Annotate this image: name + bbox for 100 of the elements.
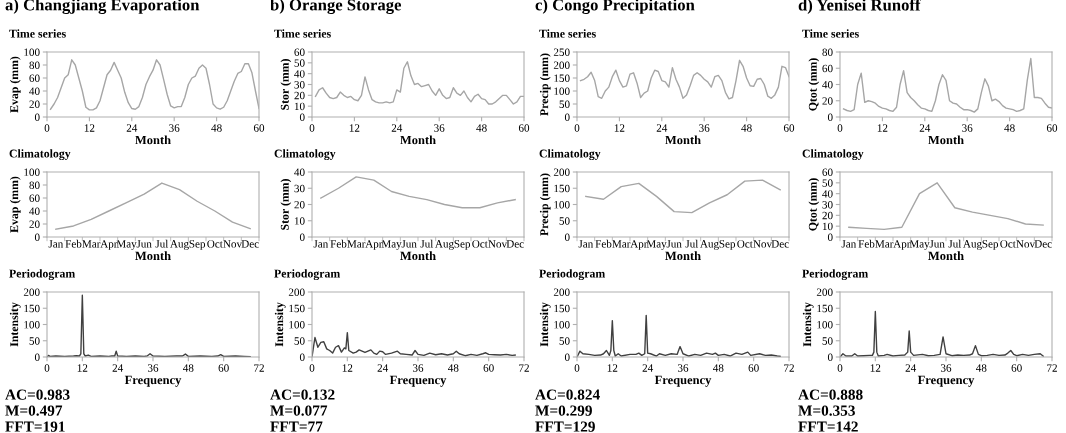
text: AC=0.888 bbox=[798, 389, 863, 400]
x-tick-label: Oct bbox=[472, 240, 488, 248]
y-axis-title: Evap (mm) bbox=[9, 176, 21, 233]
y-tick-label: 0 bbox=[34, 113, 40, 121]
y-tick-label: 60 bbox=[294, 48, 305, 56]
y-tick-label: 60 bbox=[822, 168, 833, 176]
x-tick-label: 60 bbox=[748, 364, 759, 372]
y-tick-label: 150 bbox=[24, 304, 40, 313]
y-tick-label: 20 bbox=[29, 220, 40, 228]
x-axis-title: Frequency bbox=[124, 375, 182, 387]
x-tick-label: Mar bbox=[612, 240, 631, 248]
x-tick-label: Jan bbox=[841, 240, 857, 248]
y-tick-label: 50 bbox=[559, 100, 570, 108]
x-tick-label: 12 bbox=[877, 124, 888, 132]
x-axis-title: Month bbox=[135, 135, 171, 145]
y-tick-label: 200 bbox=[553, 61, 570, 69]
y-tick-label: 100 bbox=[554, 320, 570, 329]
x-tick-label: Sep bbox=[454, 240, 471, 250]
x-axis-title: Month bbox=[665, 135, 701, 145]
y-tick-label: 150 bbox=[554, 304, 570, 313]
y-tick-label: 50 bbox=[559, 217, 570, 225]
y-axis-title: Stor (mm) bbox=[280, 59, 292, 110]
y-axis-title: Intensity bbox=[274, 302, 286, 347]
y-tick-label: 40 bbox=[29, 87, 40, 95]
y-tick-label: 50 bbox=[822, 337, 833, 345]
text: FFT=191 bbox=[5, 421, 65, 432]
x-tick-label: 60 bbox=[1011, 364, 1022, 372]
x-tick-label: Dec bbox=[771, 240, 789, 248]
x-tick-label: 36 bbox=[169, 124, 180, 132]
x-tick-label: Oct bbox=[1000, 240, 1016, 248]
x-tick-label: Aug bbox=[963, 240, 982, 250]
y-axis-title: Evap (mm) bbox=[9, 56, 21, 113]
x-tick-label: Jul bbox=[948, 239, 962, 248]
y-tick-label: 0 bbox=[34, 233, 40, 241]
line-series bbox=[840, 310, 1044, 357]
x-tick-label: May bbox=[909, 240, 930, 250]
y-tick-label: 250 bbox=[553, 48, 570, 56]
text: AC=0.983 bbox=[5, 389, 70, 400]
line-series bbox=[585, 179, 781, 214]
x-tick-label: 60 bbox=[518, 124, 530, 132]
x-tick-label: Feb bbox=[65, 239, 82, 248]
chart-subtitle: Periodogram bbox=[9, 269, 76, 280]
x-tick-label: 0 bbox=[574, 364, 580, 372]
x-tick-label: 24 bbox=[642, 364, 654, 372]
y-axis-title: Qtot (mm) bbox=[808, 178, 820, 231]
y-tick-label: 40 bbox=[294, 70, 305, 78]
y-tick-label: 40 bbox=[294, 168, 305, 176]
x-tick-label: 60 bbox=[253, 124, 265, 132]
x-axis-title: Frequency bbox=[917, 375, 975, 387]
y-tick-label: 0 bbox=[827, 353, 833, 361]
y-tick-label: 200 bbox=[553, 288, 570, 296]
x-tick-label: Apr bbox=[100, 240, 118, 250]
y-tick-label: 20 bbox=[294, 91, 305, 100]
x-tick-label: Apr bbox=[630, 240, 648, 250]
x-axis-title: Month bbox=[928, 251, 964, 261]
x-tick-label: 48 bbox=[975, 364, 987, 372]
chart-subtitle: Climatology bbox=[274, 149, 336, 160]
x-tick-label: 36 bbox=[434, 124, 445, 132]
x-tick-label: Nov bbox=[1016, 240, 1036, 248]
y-tick-label: 60 bbox=[29, 74, 40, 82]
x-tick-label: 0 bbox=[44, 124, 50, 132]
x-tick-label: 48 bbox=[712, 364, 724, 372]
y-tick-label: 0 bbox=[564, 113, 570, 121]
y-tick-label: 10 bbox=[822, 222, 833, 231]
x-tick-label: 12 bbox=[342, 364, 353, 372]
x-tick-label: 60 bbox=[1046, 124, 1058, 132]
x-tick-label: Jan bbox=[578, 240, 594, 248]
y-tick-label: 20 bbox=[822, 211, 833, 220]
y-tick-label: 100 bbox=[289, 320, 305, 329]
x-tick-label: Dec bbox=[506, 240, 524, 248]
y-tick-label: 50 bbox=[822, 179, 833, 187]
y-axis-title: Precip (mm) bbox=[539, 173, 551, 236]
y-tick-label: 30 bbox=[294, 184, 305, 193]
y-tick-label: 0 bbox=[564, 353, 570, 361]
y-axis-title: Qtot (mm) bbox=[808, 58, 820, 111]
x-tick-label: Jun bbox=[401, 240, 417, 248]
y-tick-label: 150 bbox=[289, 304, 305, 313]
text: AC=0.824 bbox=[535, 389, 600, 400]
chart-subtitle: Time series bbox=[9, 29, 66, 38]
x-tick-label: Jul bbox=[155, 239, 169, 248]
y-tick-label: 150 bbox=[554, 184, 570, 193]
text: M=0.299 bbox=[535, 405, 592, 416]
y-tick-label: 40 bbox=[29, 207, 40, 215]
x-tick-label: 24 bbox=[905, 364, 917, 372]
y-tick-label: 200 bbox=[816, 288, 833, 296]
y-tick-label: 0 bbox=[299, 113, 305, 121]
x-tick-label: Dec bbox=[1034, 240, 1052, 248]
y-tick-label: 80 bbox=[822, 48, 833, 56]
x-tick-label: 48 bbox=[447, 364, 459, 372]
y-tick-label: 200 bbox=[553, 168, 570, 176]
x-tick-label: Oct bbox=[207, 240, 223, 248]
x-axis-title: Month bbox=[400, 135, 436, 145]
x-tick-label: 48 bbox=[211, 124, 222, 132]
x-tick-label: 36 bbox=[147, 364, 159, 372]
x-tick-label: 48 bbox=[1004, 124, 1015, 132]
text: FFT=77 bbox=[270, 421, 323, 432]
x-tick-label: 0 bbox=[309, 124, 315, 132]
x-tick-label: Dec bbox=[241, 240, 259, 248]
y-tick-label: 100 bbox=[554, 87, 570, 95]
x-tick-label: 12 bbox=[870, 364, 881, 372]
